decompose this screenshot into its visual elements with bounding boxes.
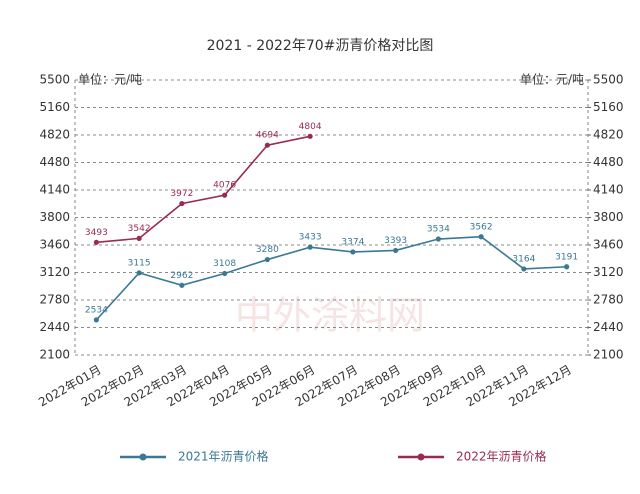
y2-tick-label: 4140: [593, 183, 624, 197]
data-point: [136, 270, 142, 276]
data-point: [264, 256, 270, 263]
data-label: 3534: [427, 225, 450, 235]
data-point: [93, 317, 99, 323]
y2-axis-label: 单位：元/吨: [520, 72, 584, 87]
data-label: 3191: [555, 252, 578, 262]
legend-label: 2021年沥青价格: [178, 449, 269, 464]
legend-marker: [417, 453, 425, 461]
data-point: [393, 247, 399, 254]
y-tick-label: 5160: [39, 100, 70, 114]
y2-tick-label: 2780: [593, 293, 624, 307]
y-tick-label: 2100: [39, 348, 70, 362]
data-label: 3108: [213, 259, 236, 269]
data-label: 3164: [512, 254, 535, 264]
data-label: 3562: [470, 222, 493, 232]
y-tick-label: 3800: [39, 210, 70, 224]
data-point: [307, 133, 313, 139]
data-label: 3115: [128, 258, 151, 268]
data-point: [435, 236, 441, 242]
data-point: [136, 235, 142, 241]
y-axis-label: 单位：元/吨: [78, 72, 142, 87]
data-label: 3374: [341, 237, 364, 247]
y2-tick-label: 3120: [593, 265, 624, 279]
y-tick-label: 4820: [39, 128, 70, 142]
y2-tick-label: 5160: [593, 100, 624, 114]
y2-tick-label: 3800: [593, 210, 624, 224]
data-point: [222, 270, 228, 277]
y-tick-label: 4480: [39, 155, 70, 169]
data-point: [179, 282, 185, 288]
data-label: 3493: [85, 228, 108, 238]
data-label: 3433: [299, 233, 322, 243]
y-tick-label: 3120: [39, 265, 70, 279]
data-point: [179, 200, 185, 207]
data-label: 3542: [128, 224, 151, 234]
data-point: [478, 234, 484, 240]
data-label: 4804: [299, 122, 322, 132]
y2-tick-label: 4820: [593, 128, 624, 142]
legend-label: 2022年沥青价格: [456, 449, 547, 464]
y2-tick-label: 5500: [593, 73, 624, 87]
y-tick-label: 2780: [39, 293, 70, 307]
series-line: [96, 135, 311, 244]
data-label: 4694: [256, 131, 279, 141]
y2-tick-label: 4480: [593, 155, 624, 169]
data-label: 2534: [85, 305, 108, 315]
data-label: 3972: [170, 189, 193, 199]
data-label: 3393: [384, 236, 407, 246]
y-tick-label: 4140: [39, 183, 70, 197]
y2-tick-label: 2100: [593, 348, 624, 362]
y2-tick-label: 2440: [593, 320, 624, 334]
data-label: 3280: [256, 245, 279, 255]
data-point: [222, 192, 228, 198]
data-point: [93, 239, 99, 245]
series-line: [95, 235, 567, 321]
data-point: [564, 264, 570, 270]
legend-marker: [139, 453, 147, 461]
y2-tick-label: 3460: [593, 238, 624, 252]
data-point: [521, 266, 527, 272]
y-tick-label: 5500: [39, 73, 70, 87]
data-label: 2962: [170, 271, 193, 281]
y-tick-label: 3460: [39, 238, 70, 252]
data-point: [350, 249, 356, 255]
data-point: [264, 142, 270, 148]
watermark: 中外涂料网: [235, 294, 425, 338]
y-tick-label: 2440: [39, 320, 70, 334]
data-point: [307, 244, 313, 250]
data-label: 4076: [213, 181, 236, 191]
chart-title: 2021 - 2022年70#沥青价格对比图: [207, 38, 434, 54]
